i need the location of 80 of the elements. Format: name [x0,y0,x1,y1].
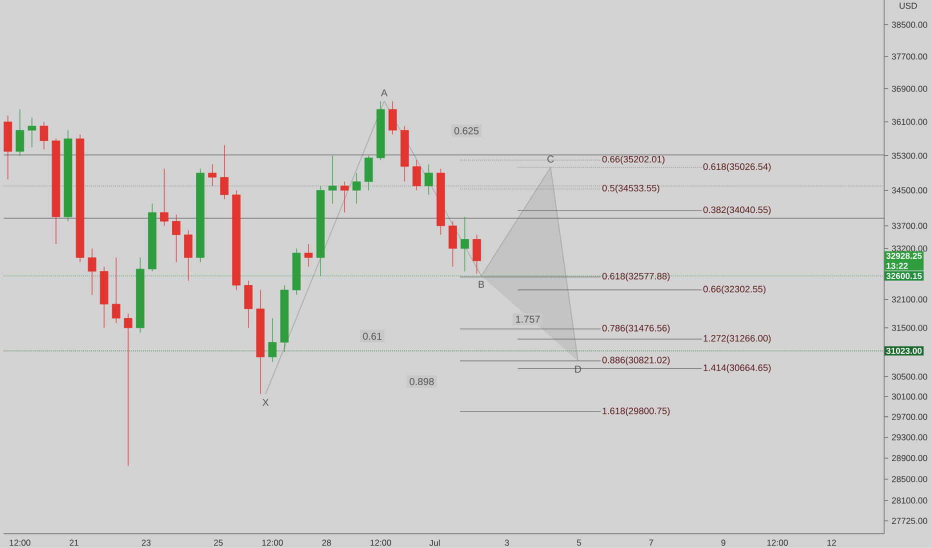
y-tick-label: 35300.00 [892,152,928,159]
x-tick-label: 5 [576,540,582,546]
y-tick-label: 29300.00 [892,434,928,440]
y-tick-label: 32100.00 [892,296,928,303]
x-tick-label: 12:00 [10,540,30,546]
x-tick-label: 23 [142,540,151,546]
ref-line-label: 31023.00 [886,348,922,354]
ref-line-label: 0.786(31476.56) [602,324,670,334]
candlestick [112,257,120,324]
candlestick [388,100,397,135]
candlestick [304,244,313,268]
annotation: 1.757 [516,316,540,323]
x-tick-label: 12:00 [370,540,392,546]
candlestick [328,156,337,204]
candlestick [268,318,277,362]
x-tick-label: 12:00 [767,540,788,546]
ref-line-label: 32600.15 [886,272,922,280]
annotation: X [262,399,269,406]
y-tick-label: 29700.00 [892,414,928,420]
candlestick [208,164,216,186]
ref-line-label: 1.618(29800.75) [602,407,670,416]
y-tick-label: 28500.00 [892,476,928,482]
ref-line-label: 0.886(30821.02) [602,356,670,366]
x-tick-label: 3 [504,540,509,546]
candlestick [412,160,421,191]
ref-line-label: 0.382(34040.55) [703,206,771,216]
y-tick-label: 37700.00 [892,54,928,60]
candlestick [160,168,168,226]
candlestick [244,280,253,328]
x-tick-label: 28 [322,540,331,546]
y-tick-label: 33700.00 [892,222,928,229]
candlestick [124,313,132,466]
y-tick-label: 28100.00 [892,498,928,504]
text: 13:22 [886,262,908,269]
y-tick-label: 36100.00 [892,118,928,126]
candlestick [364,156,373,191]
annotation: C [547,156,554,163]
annotation: B [478,280,484,288]
y-tick-label: 34500.00 [892,187,928,194]
ref-line-label: 0.618(35026.54) [703,163,771,172]
candlestick [472,234,481,274]
annotation: 0.898 [410,378,434,386]
text: USD [900,2,917,9]
x-tick-label: 25 [214,540,223,546]
candlestick [88,248,96,296]
candlestick [424,164,433,196]
y-tick-label: 31500.00 [892,324,928,332]
x-tick-label: 7 [649,540,654,546]
ref-line-label: 0.66(32302.55) [703,286,766,294]
candlestick [40,122,48,150]
candlestick [172,214,180,263]
ref-line-label: 1.272(31266.00) [704,334,771,344]
x-tick-label: Jul [429,540,440,546]
candlestick [28,117,36,148]
ref-line-label: 1.414(30664.65) [704,364,771,373]
candlestick [184,230,192,282]
x-tick-label: 9 [721,540,726,546]
text: 32928.25 [886,252,922,260]
candlestick [340,181,349,213]
annotation: 0.61 [363,332,382,340]
x-tick-label: 12 [827,540,836,546]
ref-line-label: 0.66(35202.01) [602,156,664,164]
y-tick-label: 28900.00 [892,455,928,462]
y-tick-label: 27725.00 [892,518,928,524]
annotation: A [380,90,388,96]
candlestick [460,216,469,272]
y-tick-label: 36900.00 [892,86,928,92]
y-tick-label: 30500.00 [892,374,928,380]
y-tick-label: 33200.00 [892,246,928,252]
y-tick-label: 38500.00 [892,22,928,28]
ref-line-label: 0.618(32577.88) [602,272,670,282]
candlestick [352,172,361,204]
y-tick-label: 30100.00 [892,394,928,400]
ref-line-label: 0.5(34533.55) [602,184,660,194]
candlestick [16,109,24,156]
x-tick-label: 12:00 [262,540,283,546]
candlestick [220,144,228,200]
annotation: 0.625 [454,127,479,134]
candlestick [448,221,457,268]
x-tick-label: 21 [70,540,78,546]
